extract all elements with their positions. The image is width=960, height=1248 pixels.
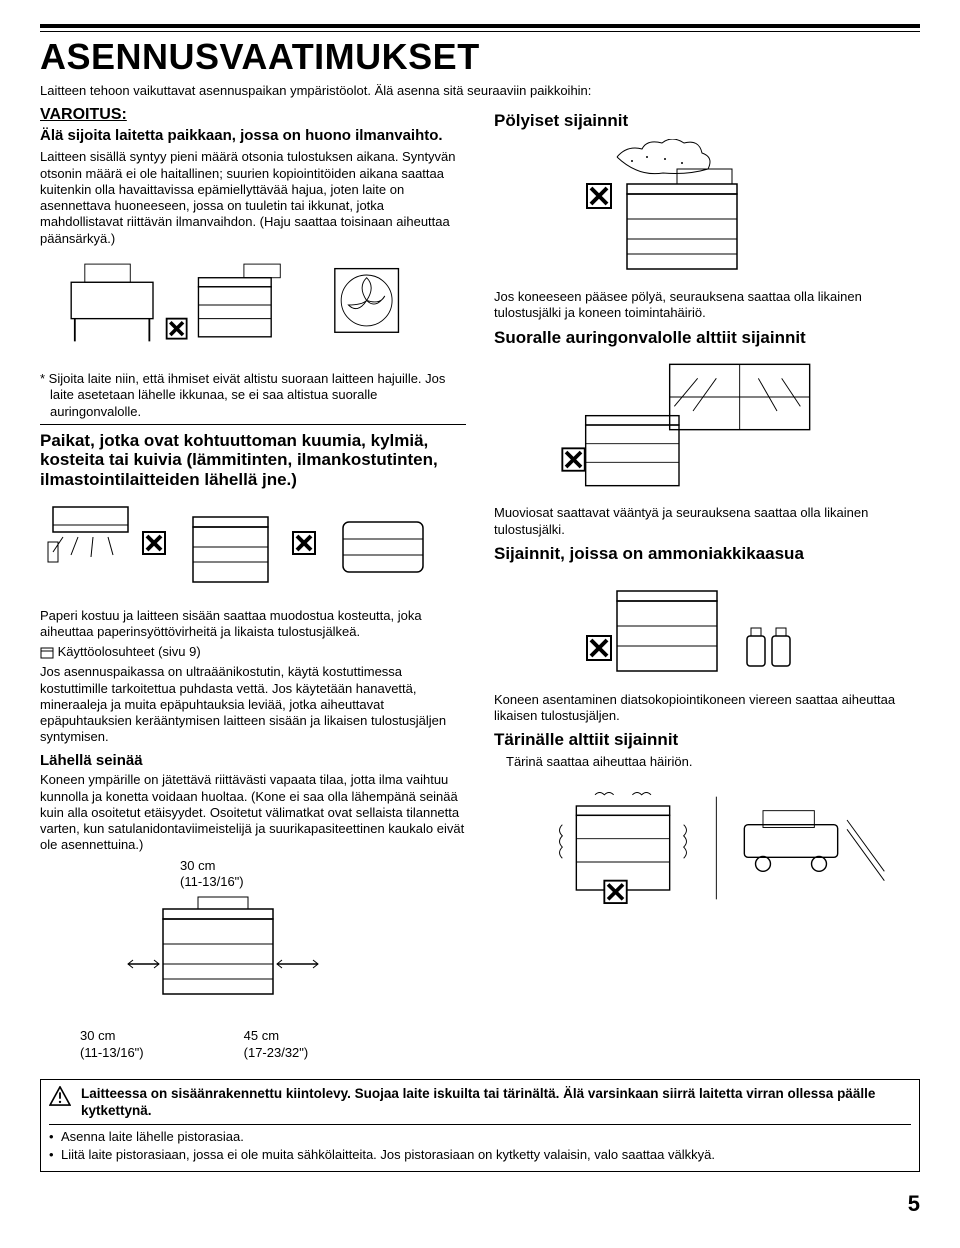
- sunlight-heading: Suoralle auringonvalolle alttiit sijainn…: [494, 328, 920, 348]
- warning-triangle-icon: [49, 1086, 71, 1106]
- wall-body: Koneen ympärille on jätettävä riittäväst…: [40, 772, 466, 853]
- warning-subheading: Älä sijoita laitetta paikkaan, jossa on …: [40, 127, 466, 145]
- sunlight-illustration: [494, 355, 920, 495]
- wall-heading: Lähellä seinää: [40, 752, 466, 771]
- bottom-bullets: Asenna laite lähelle pistorasiaa. Liitä …: [49, 1129, 911, 1164]
- bottom-bullet-1: Asenna laite lähelle pistorasiaa.: [49, 1129, 911, 1145]
- dim-left: 30 cm (11-13/16"): [80, 1028, 144, 1061]
- dust-heading: Pölyiset sijainnit: [494, 111, 920, 131]
- vibration-heading: Tärinälle alttiit sijainnit: [494, 730, 920, 750]
- wall-clearance-illustration: [40, 894, 466, 1014]
- diazo-body: Koneen asentaminen diatsokopiointikoneen…: [494, 692, 920, 725]
- ammonia-illustration: [494, 571, 920, 681]
- ventilation-illustration: [40, 255, 466, 355]
- page-number: 5: [40, 1190, 920, 1218]
- warning-heading: VAROITUS:: [40, 105, 466, 125]
- dim-row: 30 cm (11-13/16") 45 cm (17-23/32"): [40, 1028, 466, 1061]
- right-column: Pölyiset sijainnit Jos koneeseen pääsee …: [494, 105, 920, 1061]
- hotcold-heading: Paikat, jotka ovat kohtuuttoman kuumia, …: [40, 431, 466, 490]
- warning-body: Laitteen sisällä syntyy pieni määrä otso…: [40, 149, 466, 247]
- dust-illustration: [494, 139, 920, 279]
- top-rule: [40, 24, 920, 32]
- main-columns: VAROITUS: Älä sijoita laitetta paikkaan,…: [40, 105, 920, 1061]
- bottom-bullet-2: Liitä laite pistorasiaan, jossa ei ole m…: [49, 1147, 911, 1163]
- bottom-warn-text: Laitteessa on sisäänrakennettu kiintolev…: [81, 1086, 911, 1120]
- reference-icon: [40, 647, 54, 659]
- intro-text: Laitteen tehoon vaikuttavat asennuspaika…: [40, 83, 920, 99]
- paper-body2: Jos asennuspaikassa on ultraäänikostutin…: [40, 664, 466, 745]
- dust-body: Jos koneeseen pääsee pölyä, seurauksena …: [494, 289, 920, 322]
- left-column: VAROITUS: Älä sijoita laitetta paikkaan,…: [40, 105, 466, 1061]
- vibration-body: Tärinä saattaa aiheuttaa häiriön.: [506, 754, 920, 770]
- hotcold-illustration: [40, 497, 466, 597]
- paper-body1: Paperi kostuu ja laitteen sisään saattaa…: [40, 608, 466, 641]
- page-title: ASENNUSVAATIMUKSET: [40, 34, 920, 79]
- plastic-body: Muoviosat saattavat vääntyä ja seuraukse…: [494, 505, 920, 538]
- asterisk-note: * Sijoita laite niin, että ihmiset eivät…: [40, 371, 466, 425]
- dim-right: 45 cm (17-23/32"): [244, 1028, 309, 1061]
- paper-ref: Käyttöolosuhteet (sivu 9): [40, 644, 466, 660]
- paper-ref-text: Käyttöolosuhteet (sivu 9): [58, 644, 201, 659]
- dim-top: 30 cm (11-13/16"): [180, 858, 466, 891]
- bottom-warning-box: Laitteessa on sisäänrakennettu kiintolev…: [40, 1079, 920, 1172]
- vibration-illustration: [494, 778, 920, 918]
- bottom-warn-row: Laitteessa on sisäänrakennettu kiintolev…: [49, 1086, 911, 1125]
- ammonia-heading: Sijainnit, joissa on ammoniakkikaasua: [494, 544, 920, 564]
